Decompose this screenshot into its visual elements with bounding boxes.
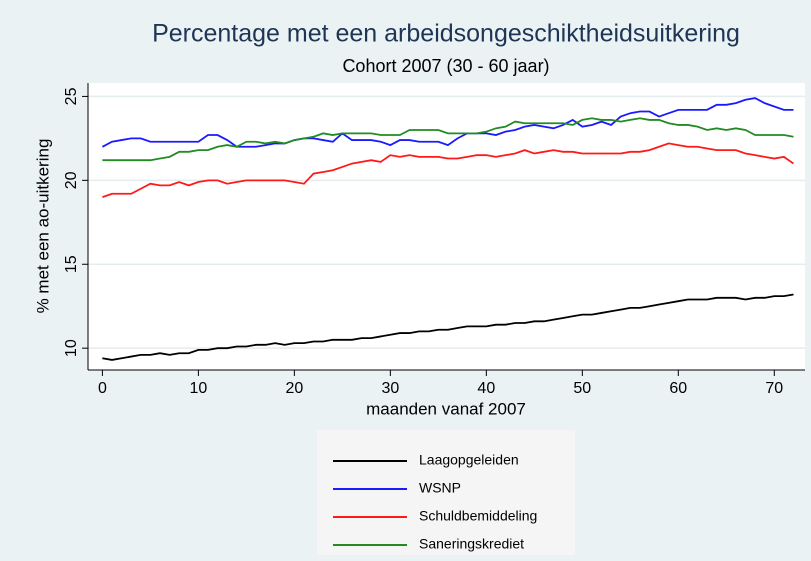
x-tick-label: 20 [285, 380, 303, 397]
x-tick-label: 10 [189, 380, 207, 397]
x-tick-label: 40 [477, 380, 495, 397]
legend-label: Saneringskrediet [419, 536, 524, 552]
legend-label: Schuldbemiddeling [419, 508, 537, 524]
x-axis-label: maanden vanaf 2007 [366, 399, 526, 418]
chart-title: Percentage met een arbeidsongeschiktheid… [152, 20, 740, 48]
x-tick-label: 70 [765, 380, 783, 397]
x-tick-label: 30 [381, 380, 399, 397]
y-axis-label: % met een ao-uitkering [33, 139, 52, 314]
y-tick-label: 10 [63, 339, 80, 357]
series-line [102, 142, 794, 198]
x-tick-label: 0 [98, 380, 107, 397]
series-line [102, 293, 794, 361]
y-tick-label: 20 [63, 171, 80, 189]
y-tick-label: 15 [63, 255, 80, 273]
x-tick-label: 60 [669, 380, 687, 397]
plot-area [88, 83, 805, 370]
legend-label: WSNP [419, 480, 461, 496]
chart-subtitle: Cohort 2007 (30 - 60 jaar) [342, 56, 549, 76]
series-line [101, 97, 794, 148]
x-tick-label: 50 [573, 380, 591, 397]
legend [317, 430, 575, 555]
y-tick-label: 25 [63, 87, 80, 105]
series-line [102, 117, 794, 162]
legend-label: Laagopgeleiden [419, 452, 519, 468]
